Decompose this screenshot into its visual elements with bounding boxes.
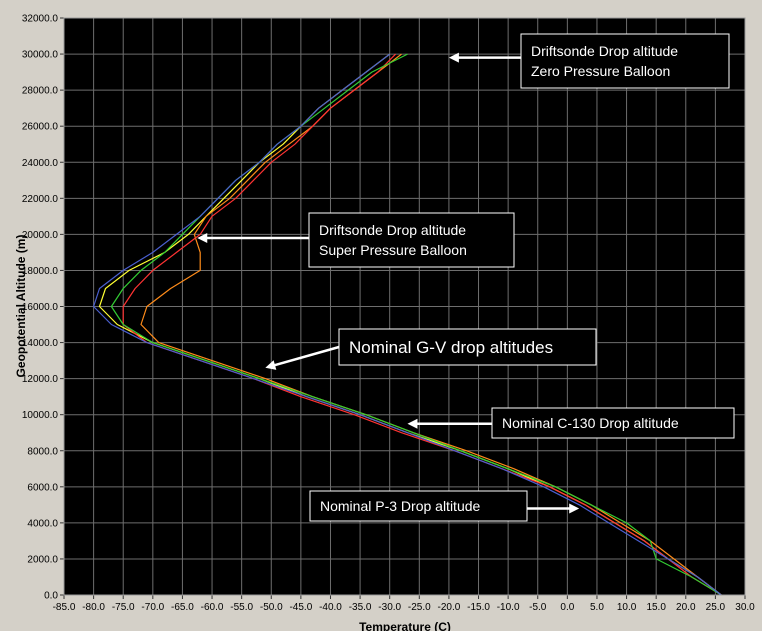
annotation-box (520, 33, 730, 89)
x-tick-label: -15.0 (467, 602, 490, 613)
annotation-callout: Nominal P-3 Drop altitude (309, 490, 580, 522)
y-tick-label: 6000.0 (27, 482, 58, 493)
x-tick-label: -50.0 (260, 602, 283, 613)
annotations: Driftsonde Drop altitude Zero Pressure Ba… (197, 33, 735, 522)
annotation-arrow-head (265, 360, 277, 370)
x-tick-label: -60.0 (201, 602, 224, 613)
x-tick-label: -5.0 (529, 602, 547, 613)
x-axis-title: Temperature (C) (359, 620, 451, 631)
annotation-callout: Nominal G-V drop altitudes (265, 328, 597, 370)
annotation-text: Super Pressure Balloon (319, 242, 467, 258)
x-tick-label: 5.0 (590, 602, 604, 613)
series-lines (92, 53, 722, 596)
x-tick-label: -45.0 (289, 602, 312, 613)
y-tick-label: 10000.0 (22, 410, 59, 421)
annotation-arrow-head (407, 418, 418, 429)
plot-area-border (63, 17, 746, 596)
y-tick-label: 12000.0 (22, 374, 59, 385)
annotation-box (491, 407, 735, 439)
annotation-text: Driftsonde Drop altitude (319, 222, 466, 238)
y-tick-label: 20000.0 (22, 230, 59, 241)
x-tick-label: -25.0 (408, 602, 431, 613)
y-tick-label: 24000.0 (22, 158, 59, 169)
y-tick-label: 16000.0 (22, 302, 59, 313)
annotation-text: Zero Pressure Balloon (531, 63, 670, 79)
annotation-box (309, 490, 528, 522)
x-tick-label: -65.0 (171, 602, 194, 613)
annotation-text: Nominal P-3 Drop altitude (320, 498, 481, 514)
x-tick-label: -70.0 (141, 602, 164, 613)
y-tick-label: 0.0 (44, 591, 58, 602)
x-tick-label: -40.0 (319, 602, 342, 613)
x-tick-label: 20.0 (676, 602, 696, 613)
y-tick-label: 26000.0 (22, 122, 59, 133)
annotation-arrow-head (569, 503, 580, 514)
x-tick-label: -35.0 (349, 602, 372, 613)
y-axis-title: Geopotential Altitude (m) (14, 235, 28, 378)
annotation-arrow-head (448, 52, 459, 63)
x-tick-label: -10.0 (497, 602, 520, 613)
y-tick-label: 30000.0 (22, 50, 59, 61)
y-tick-label: 22000.0 (22, 194, 59, 205)
x-tick-label: 30.0 (735, 602, 755, 613)
x-tick-label: 10.0 (617, 602, 637, 613)
y-tick-label: 2000.0 (27, 554, 58, 565)
x-axis-ticks: -85.0 -80.0 -75.0 -70.0 -65.0 -60.0 -55.0 -50.0… (53, 595, 755, 613)
annotation-callout: Driftsonde Drop altitude Zero Pressure Ba… (448, 33, 730, 89)
x-tick-label: 15.0 (646, 602, 666, 613)
x-tick-label: -75.0 (112, 602, 135, 613)
annotation-text: Driftsonde Drop altitude (531, 43, 678, 59)
y-tick-label: 32000.0 (22, 14, 59, 25)
y-axis-ticks: 0.0 2000.0 4000.0 6000.0 8000.0 10000.0 12000.… (22, 14, 64, 602)
annotation-box (308, 212, 515, 268)
x-tick-label: 0.0 (560, 602, 574, 613)
annotation-box (338, 328, 597, 366)
annotation-callout: Nominal C-130 Drop altitude (407, 407, 735, 439)
annotation-text: Nominal C-130 Drop altitude (502, 415, 679, 431)
x-tick-label: -30.0 (378, 602, 401, 613)
x-tick-label: -80.0 (82, 602, 105, 613)
y-tick-label: 4000.0 (27, 518, 58, 529)
y-tick-label: 18000.0 (22, 266, 59, 277)
sounding-series-line (92, 53, 722, 596)
annotation-text: Nominal G-V drop altitudes (349, 338, 553, 357)
y-tick-label: 14000.0 (22, 338, 59, 349)
x-tick-label: -85.0 (53, 602, 76, 613)
y-tick-label: 8000.0 (27, 446, 58, 457)
x-tick-label: 25.0 (706, 602, 726, 613)
y-tick-label: 28000.0 (22, 86, 59, 97)
x-tick-label: -55.0 (230, 602, 253, 613)
annotation-arrow-shaft (270, 345, 340, 368)
annotation-arrow-head (197, 232, 208, 243)
x-tick-label: -20.0 (438, 602, 461, 613)
annotation-callout: Driftsonde Drop altitude Super Pressure B… (197, 212, 515, 268)
